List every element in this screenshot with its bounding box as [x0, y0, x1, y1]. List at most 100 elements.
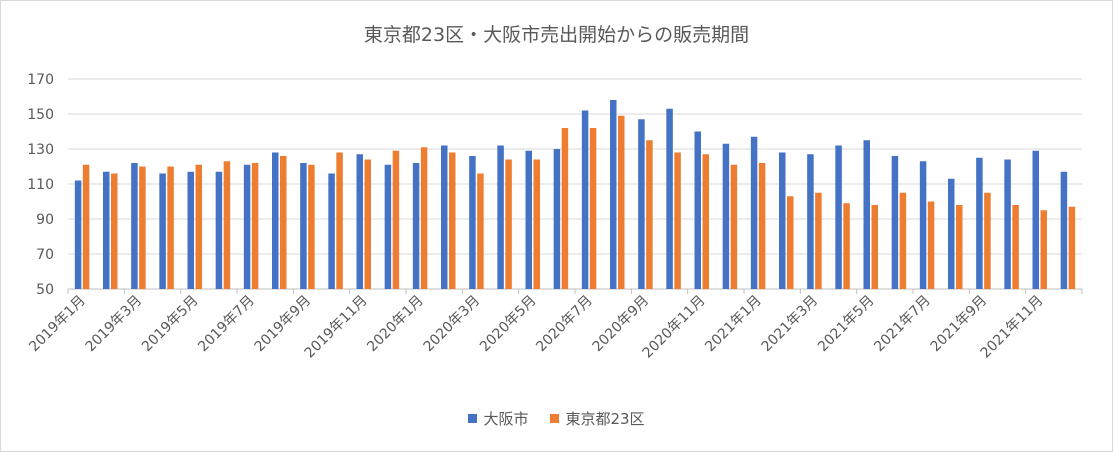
- bar-tokyo-9: [336, 152, 343, 289]
- bar-osaka-0: [74, 180, 82, 289]
- x-tick-label: 2021年1月: [702, 293, 765, 356]
- bar-osaka-5: [215, 171, 223, 289]
- bar-osaka-15: [497, 145, 504, 289]
- x-tick-label: 2019年7月: [195, 293, 258, 356]
- bar-tokyo-11: [392, 150, 400, 289]
- bar-osaka-20: [638, 119, 645, 289]
- bar-tokyo-24: [758, 163, 766, 289]
- y-tick-label-110: 110: [27, 177, 54, 193]
- bar-tokyo-29: [899, 192, 907, 289]
- bar-osaka-1: [103, 171, 110, 289]
- x-tick-label: 2020年7月: [533, 293, 596, 356]
- x-tick-label: 2019年1月: [26, 293, 89, 356]
- bar-tokyo-34: [1040, 210, 1047, 289]
- bar-tokyo-25: [787, 196, 794, 289]
- x-tick-label: 2019年3月: [83, 293, 146, 356]
- legend-swatch-osaka: [468, 414, 478, 423]
- bar-tokyo-35: [1068, 206, 1076, 289]
- chart-legend: 大阪市 東京都23区: [0, 408, 1113, 429]
- bar-osaka-9: [328, 173, 335, 289]
- bar-tokyo-19: [618, 115, 625, 289]
- bar-tokyo-5: [223, 161, 231, 289]
- x-tick-label: 2021年7月: [871, 293, 934, 356]
- x-tick-label: 2021年5月: [815, 293, 878, 356]
- bar-osaka-29: [891, 156, 899, 289]
- bar-tokyo-7: [280, 156, 287, 289]
- bar-tokyo-4: [195, 164, 202, 289]
- y-tick-label-150: 150: [27, 107, 54, 123]
- bar-osaka-35: [1060, 171, 1068, 289]
- y-tick-label-170: 170: [27, 72, 54, 88]
- bar-tokyo-28: [871, 205, 878, 289]
- bar-osaka-14: [469, 156, 476, 289]
- bar-osaka-16: [525, 150, 532, 289]
- x-tick-label: 2020年5月: [477, 293, 540, 356]
- bar-osaka-22: [694, 131, 701, 289]
- bar-tokyo-23: [730, 164, 738, 289]
- bar-osaka-8: [300, 163, 307, 289]
- bar-osaka-23: [722, 143, 730, 289]
- chart-title: 東京都23区・大阪市売出開始からの販売期間: [363, 24, 750, 46]
- bar-osaka-30: [919, 161, 927, 289]
- bar-tokyo-8: [308, 164, 315, 289]
- x-tick-label: 2020年1月: [364, 293, 427, 356]
- bar-tokyo-27: [843, 203, 850, 289]
- bar-tokyo-15: [505, 159, 512, 289]
- bar-tokyo-30: [927, 201, 935, 289]
- bar-osaka-10: [356, 154, 363, 289]
- bar-osaka-7: [272, 152, 279, 289]
- bar-osaka-4: [187, 171, 194, 289]
- legend-item-tokyo: 東京都23区: [550, 408, 645, 429]
- bar-tokyo-16: [533, 159, 540, 289]
- bar-osaka-12: [412, 163, 420, 289]
- bar-tokyo-0: [82, 164, 90, 289]
- x-tick-label: 2021年3月: [759, 293, 822, 356]
- x-tick-label: 2020年3月: [421, 293, 484, 356]
- bar-tokyo-33: [1012, 205, 1019, 289]
- legend-swatch-tokyo: [550, 414, 560, 423]
- bar-osaka-27: [835, 145, 842, 289]
- bar-osaka-21: [666, 108, 673, 289]
- legend-label-osaka: 大阪市: [483, 410, 529, 428]
- bar-osaka-17: [553, 149, 561, 289]
- bar-tokyo-18: [589, 128, 597, 289]
- bar-tokyo-3: [167, 166, 174, 289]
- bar-tokyo-22: [702, 154, 709, 289]
- legend-label-tokyo: 東京都23区: [565, 410, 645, 428]
- y-tick-label-90: 90: [36, 212, 54, 228]
- bar-tokyo-1: [111, 173, 118, 289]
- bar-osaka-32: [976, 157, 983, 289]
- bar-osaka-11: [384, 164, 392, 289]
- bar-osaka-31: [948, 178, 955, 289]
- bar-tokyo-21: [674, 152, 681, 289]
- x-tick-label: 2019年5月: [139, 293, 202, 356]
- legend-item-osaka: 大阪市: [468, 408, 528, 429]
- bar-tokyo-2: [139, 166, 146, 289]
- bar-osaka-34: [1032, 150, 1039, 289]
- y-tick-label-130: 130: [27, 142, 54, 158]
- bar-osaka-24: [750, 136, 758, 289]
- bar-osaka-13: [441, 145, 448, 289]
- bar-osaka-6: [243, 164, 251, 289]
- bar-tokyo-20: [646, 140, 653, 289]
- bar-tokyo-12: [420, 147, 428, 289]
- bar-osaka-33: [1004, 159, 1011, 289]
- bar-osaka-3: [159, 173, 166, 289]
- bar-tokyo-17: [561, 128, 569, 289]
- bar-osaka-18: [581, 110, 589, 289]
- y-tick-label-50: 50: [36, 282, 54, 298]
- bar-osaka-19: [610, 100, 617, 289]
- y-tick-label-70: 70: [36, 247, 54, 263]
- bar-tokyo-14: [477, 173, 484, 289]
- bar-osaka-26: [807, 154, 814, 289]
- bar-tokyo-26: [815, 192, 822, 289]
- bar-osaka-25: [779, 152, 786, 289]
- bar-tokyo-6: [251, 163, 259, 289]
- bar-osaka-2: [131, 163, 138, 289]
- bar-osaka-28: [863, 140, 870, 289]
- bar-tokyo-13: [449, 152, 456, 289]
- bar-tokyo-10: [364, 159, 371, 289]
- bar-tokyo-31: [956, 205, 963, 289]
- bar-tokyo-32: [984, 192, 991, 289]
